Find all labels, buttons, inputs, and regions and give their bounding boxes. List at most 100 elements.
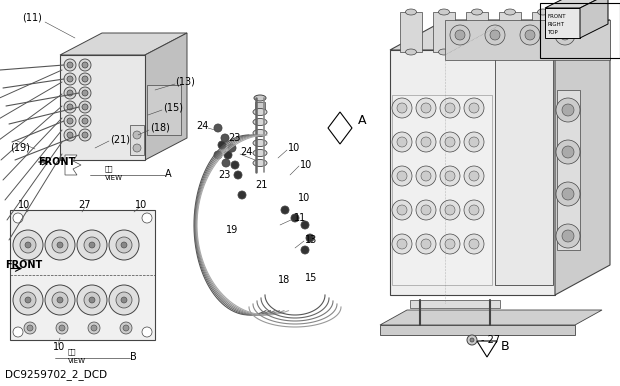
Circle shape (45, 285, 75, 315)
Circle shape (464, 166, 484, 186)
Circle shape (455, 30, 465, 40)
Circle shape (416, 98, 436, 118)
Polygon shape (545, 8, 580, 38)
Text: 10: 10 (300, 160, 312, 170)
Circle shape (421, 171, 431, 181)
Circle shape (77, 285, 107, 315)
Text: 10: 10 (53, 342, 65, 352)
Circle shape (214, 124, 222, 132)
Circle shape (13, 327, 23, 337)
Circle shape (392, 200, 412, 220)
Polygon shape (580, 0, 608, 38)
Text: (15): (15) (163, 103, 183, 113)
Circle shape (222, 159, 230, 167)
Text: FRONT: FRONT (547, 14, 565, 19)
Text: VIEW: VIEW (68, 358, 86, 364)
Text: TOP: TOP (547, 29, 558, 34)
Circle shape (440, 132, 460, 152)
Ellipse shape (505, 9, 515, 15)
Circle shape (109, 230, 139, 260)
Circle shape (555, 25, 575, 45)
Circle shape (82, 90, 88, 96)
Circle shape (416, 166, 436, 186)
Polygon shape (328, 112, 352, 144)
Bar (499, 12, 521, 52)
Ellipse shape (254, 95, 266, 101)
Circle shape (306, 234, 314, 242)
Circle shape (520, 25, 540, 45)
Circle shape (440, 98, 460, 118)
Circle shape (440, 234, 460, 254)
Circle shape (421, 205, 431, 215)
Circle shape (20, 237, 36, 253)
Circle shape (59, 325, 65, 331)
Circle shape (490, 30, 500, 40)
Ellipse shape (538, 49, 549, 55)
Ellipse shape (538, 9, 549, 15)
Circle shape (123, 325, 129, 331)
Text: B: B (130, 352, 137, 362)
Circle shape (142, 327, 152, 337)
Circle shape (301, 221, 309, 229)
Circle shape (238, 191, 246, 199)
Text: 23: 23 (228, 133, 241, 143)
Polygon shape (477, 341, 497, 357)
Bar (255, 102, 265, 110)
Text: 10: 10 (298, 193, 310, 203)
Circle shape (416, 200, 436, 220)
Circle shape (440, 200, 460, 220)
Circle shape (562, 104, 574, 116)
Circle shape (133, 131, 141, 139)
Circle shape (24, 322, 36, 334)
Circle shape (392, 234, 412, 254)
Circle shape (421, 239, 431, 249)
Ellipse shape (405, 9, 417, 15)
Circle shape (464, 98, 484, 118)
Ellipse shape (438, 49, 450, 55)
Bar (130, 125, 144, 155)
Circle shape (64, 129, 76, 141)
Circle shape (214, 151, 222, 159)
Text: (21): (21) (110, 135, 130, 145)
Text: - 27: - 27 (481, 335, 500, 345)
Circle shape (445, 103, 455, 113)
Circle shape (25, 242, 31, 248)
Text: RIGHT: RIGHT (547, 22, 564, 27)
Circle shape (89, 297, 95, 303)
Text: 15: 15 (305, 273, 317, 283)
Text: 10: 10 (18, 200, 30, 210)
Text: A: A (358, 113, 366, 127)
Circle shape (397, 205, 407, 215)
Polygon shape (60, 55, 145, 160)
Circle shape (228, 144, 236, 152)
Circle shape (116, 237, 132, 253)
Circle shape (397, 239, 407, 249)
Circle shape (560, 30, 570, 40)
Circle shape (79, 59, 91, 71)
Text: 21: 21 (255, 180, 267, 190)
Bar (466, 12, 488, 52)
Circle shape (82, 104, 88, 110)
Circle shape (416, 132, 436, 152)
Circle shape (116, 292, 132, 308)
Text: VIEW: VIEW (105, 175, 123, 181)
Circle shape (231, 161, 239, 169)
Polygon shape (380, 325, 575, 335)
Circle shape (562, 146, 574, 158)
Bar (540, 3, 620, 58)
Circle shape (13, 230, 43, 260)
Circle shape (91, 325, 97, 331)
Bar (147, 85, 181, 135)
Circle shape (57, 297, 63, 303)
Circle shape (84, 237, 100, 253)
Text: A: A (165, 169, 172, 179)
Circle shape (562, 230, 574, 242)
Bar (495, 55, 553, 285)
Circle shape (13, 285, 43, 315)
Circle shape (556, 98, 580, 122)
Circle shape (445, 205, 455, 215)
Circle shape (109, 285, 139, 315)
Text: B: B (501, 340, 510, 354)
Circle shape (52, 292, 68, 308)
Ellipse shape (253, 139, 267, 147)
